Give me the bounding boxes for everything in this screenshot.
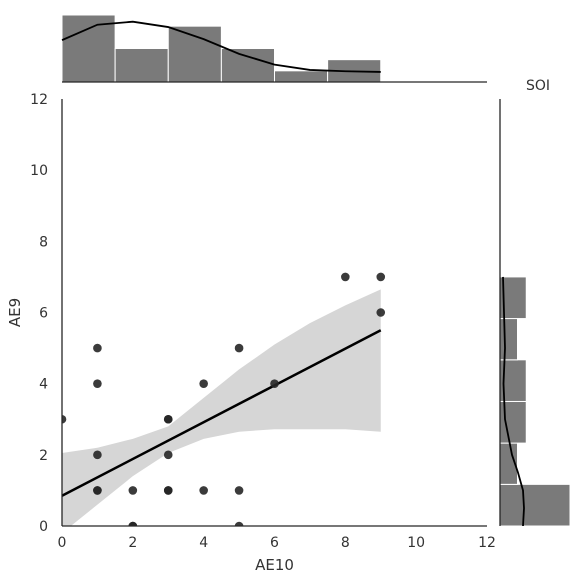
x-marginal-bar [274, 70, 329, 83]
scatter-point [199, 486, 208, 495]
y-tick-label: 8 [39, 234, 48, 250]
y-tick-label: 4 [39, 377, 48, 393]
scatter-point [234, 521, 244, 526]
x-marginal-histogram [61, 14, 487, 83]
scatter-point [376, 272, 386, 282]
scatter-points-group [62, 272, 386, 526]
regression-line [61, 329, 382, 497]
scatter-point [93, 450, 102, 460]
scatter-point [128, 521, 138, 526]
x-marginal-bar [114, 48, 169, 83]
scatter-point [163, 486, 173, 495]
scatter-point [199, 379, 208, 388]
y-tick-label: 2 [39, 448, 48, 464]
scatter-point [234, 343, 244, 353]
x-marginal-bar [220, 48, 275, 83]
confidence-band-group [62, 289, 381, 526]
x-tick-label: 6 [270, 535, 279, 551]
x-tick-label: 12 [478, 535, 496, 551]
scatter-point [234, 486, 244, 495]
scatter-point [93, 379, 102, 388]
y-tick-label: 0 [39, 519, 48, 535]
confidence-band [62, 289, 381, 526]
scatter-point [93, 486, 102, 495]
x-axis-label: AE10 [255, 556, 294, 574]
y-marginal-bar [499, 483, 571, 527]
x-marginal-kde [61, 20, 381, 73]
scatter-point [93, 343, 102, 353]
y-marginal-kde [502, 276, 525, 527]
scatter-point [163, 414, 173, 424]
scatter-point [376, 308, 386, 317]
y-tick-label: 10 [30, 163, 48, 179]
soi-annotation: SOI [526, 78, 550, 94]
x-tick-label: 10 [407, 535, 425, 551]
main-axes [61, 99, 487, 527]
scatter-point [128, 486, 138, 495]
y-axis-label: AE9 [6, 298, 24, 327]
x-ticks: 0 2 4 6 8 10 12 [58, 535, 496, 551]
x-tick-label: 0 [58, 535, 67, 551]
x-marginal-bar [61, 14, 116, 83]
y-marginal-bar [499, 318, 518, 361]
scatter-point [341, 272, 350, 282]
y-tick-label: 6 [39, 306, 48, 322]
x-marginal-bar [167, 25, 222, 83]
scatter-point [163, 450, 173, 460]
x-tick-label: 4 [199, 535, 208, 551]
scatter-point [62, 414, 67, 424]
y-marginal-histogram [499, 99, 571, 527]
regression-group [61, 329, 382, 497]
scatter-point [270, 379, 279, 388]
y-ticks: 0 2 4 6 8 10 12 [30, 92, 48, 535]
x-tick-label: 8 [341, 535, 350, 551]
y-tick-label: 12 [30, 92, 48, 108]
x-tick-label: 2 [128, 535, 137, 551]
